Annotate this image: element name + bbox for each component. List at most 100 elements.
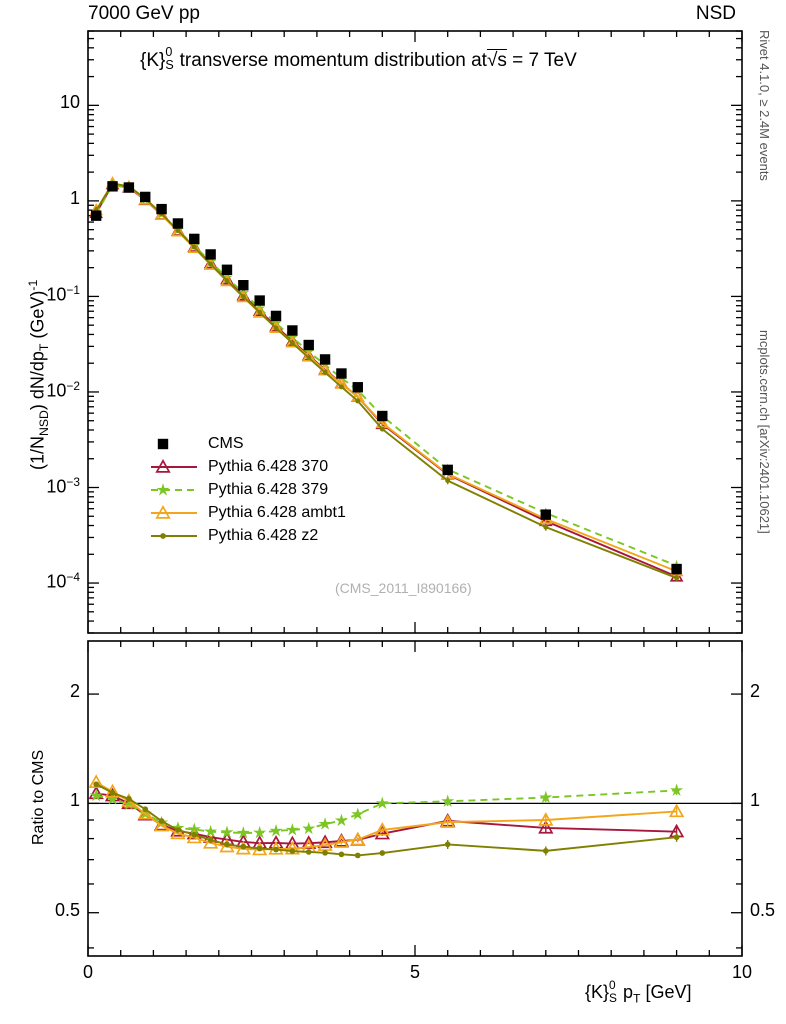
data-point-marker xyxy=(203,257,218,270)
legend-marker-dot-icon xyxy=(151,532,197,539)
data-point-marker xyxy=(236,290,251,303)
data-point-marker xyxy=(305,849,312,855)
series-pythia-6-428-370 xyxy=(88,785,685,850)
xlabel-sub: S xyxy=(609,990,617,1005)
data-point-marker xyxy=(153,817,170,832)
title-rest: transverse momentum distribution at xyxy=(174,50,487,71)
data-point-marker xyxy=(220,825,234,838)
data-point-marker xyxy=(333,834,350,848)
data-point-marker xyxy=(142,806,149,813)
data-point-marker xyxy=(441,794,455,807)
data-point-marker xyxy=(170,825,186,840)
data-point-marker xyxy=(668,803,685,818)
xlabel-units: [GeV] xyxy=(640,982,692,1002)
main-y-tick-label: 10−1 xyxy=(46,283,80,305)
main-y-tick-label: 10−2 xyxy=(46,378,80,401)
legend-marker-triangle-open-icon xyxy=(151,458,197,473)
data-point-marker xyxy=(440,814,456,828)
data-point-marker xyxy=(155,458,171,473)
data-point-marker xyxy=(89,788,103,802)
data-point-marker xyxy=(354,852,361,859)
data-point-marker xyxy=(338,851,345,858)
data-point-marker xyxy=(253,825,267,839)
data-point-marker xyxy=(273,846,279,853)
data-point-marker xyxy=(542,848,549,854)
legend-marker-star-icon xyxy=(151,482,197,496)
data-point-marker xyxy=(303,339,314,351)
legend-item-cms[interactable]: CMS xyxy=(150,432,346,455)
data-point-marker xyxy=(240,294,246,300)
series-pythia-6-428-ambt1 xyxy=(88,774,685,856)
data-point-marker xyxy=(319,354,331,365)
data-point-marker xyxy=(172,218,184,229)
data-point-marker xyxy=(224,278,230,284)
data-point-marker xyxy=(444,841,451,848)
data-point-marker xyxy=(88,785,104,800)
ratio-y-tick-label-left: 0.5 xyxy=(54,899,80,920)
data-point-marker xyxy=(254,295,265,306)
data-point-marker xyxy=(379,850,386,856)
series-pythia-6-428-z2 xyxy=(93,781,680,859)
ratio-y-tick-label-right: 1 xyxy=(750,790,761,811)
data-point-marker xyxy=(224,841,230,848)
series-line xyxy=(95,781,677,851)
title-tail: = 7 TeV xyxy=(506,50,577,71)
data-point-marker xyxy=(160,532,166,539)
data-point-marker xyxy=(270,310,282,322)
data-point-marker xyxy=(257,309,263,315)
data-point-marker xyxy=(442,464,453,476)
xlabel-sup: 0 xyxy=(609,977,616,992)
main-y-tick-label: 10−4 xyxy=(46,570,80,592)
data-point-marker xyxy=(187,240,202,253)
data-point-marker xyxy=(191,831,198,838)
ratio-y-tick-label-right: 0.5 xyxy=(750,899,776,920)
ratio-y-tick-label-left: 1 xyxy=(69,790,80,811)
data-point-marker xyxy=(155,504,171,519)
x-axis-label: {K} 0 S pT [GeV] xyxy=(585,978,692,1006)
legend-marker-triangle-open-icon xyxy=(151,504,197,519)
data-point-marker xyxy=(202,835,219,849)
data-point-marker xyxy=(107,181,118,192)
data-point-marker xyxy=(187,822,201,835)
legend-label: Pythia 6.428 z2 xyxy=(208,526,319,544)
data-point-marker xyxy=(204,824,218,838)
data-point-marker xyxy=(306,355,312,361)
data-point-marker xyxy=(289,340,295,346)
series-pythia-6-428-379 xyxy=(89,783,684,839)
data-point-marker xyxy=(350,831,366,846)
title-sqrt: √s xyxy=(486,50,507,71)
legend-label: Pythia 6.428 379 xyxy=(208,480,329,498)
data-point-marker xyxy=(375,796,389,809)
data-point-marker xyxy=(171,224,185,237)
data-point-marker xyxy=(236,826,250,839)
data-point-marker xyxy=(285,823,299,836)
data-point-marker xyxy=(287,325,298,336)
legend-item-pythia-6-428-z2[interactable]: Pythia 6.428 z2 xyxy=(150,524,346,547)
data-point-marker xyxy=(158,818,165,824)
data-point-marker xyxy=(670,783,684,796)
data-point-marker xyxy=(540,509,551,520)
data-point-marker xyxy=(256,845,263,852)
data-point-marker xyxy=(88,774,104,789)
title-sub: S xyxy=(165,58,174,73)
legend-item-pythia-6-428-379[interactable]: Pythia 6.428 379 xyxy=(150,478,346,501)
data-point-marker xyxy=(137,805,153,820)
data-point-marker xyxy=(240,843,247,850)
data-point-marker xyxy=(238,280,249,291)
data-point-marker xyxy=(205,249,216,260)
legend: CMS Pythia 6.428 370 Pythia 6.428 379 Pythi… xyxy=(150,432,346,547)
data-point-marker xyxy=(186,829,202,844)
data-point-marker xyxy=(208,261,214,267)
data-point-marker xyxy=(317,834,333,849)
data-point-marker xyxy=(377,410,388,422)
legend-item-pythia-6-428-370[interactable]: Pythia 6.428 370 xyxy=(150,455,346,478)
title-k: {K} xyxy=(140,50,166,71)
data-point-marker xyxy=(352,382,363,393)
legend-item-pythia-6-428-ambt1[interactable]: Pythia 6.428 ambt1 xyxy=(150,501,346,524)
data-point-marker xyxy=(268,841,284,855)
data-point-marker xyxy=(219,838,235,853)
legend-label: CMS xyxy=(208,434,244,452)
legend-label: Pythia 6.428 ambt1 xyxy=(208,503,346,521)
data-point-marker xyxy=(157,438,169,449)
